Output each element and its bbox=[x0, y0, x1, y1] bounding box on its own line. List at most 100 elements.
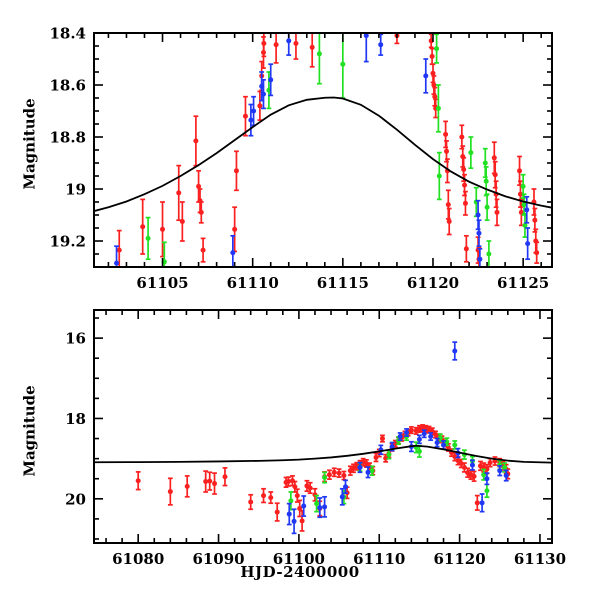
data-point bbox=[434, 46, 440, 52]
data-point bbox=[167, 489, 173, 495]
data-point bbox=[517, 168, 523, 174]
data-point bbox=[522, 222, 528, 228]
data-point bbox=[520, 183, 526, 189]
data-point bbox=[435, 105, 441, 111]
y-tick-label: 19 bbox=[65, 181, 86, 199]
x-tick-label: 61110 bbox=[227, 274, 279, 292]
x-tick-label: 61130 bbox=[514, 550, 566, 568]
data-point bbox=[477, 256, 483, 262]
data-point bbox=[203, 479, 209, 485]
data-point bbox=[524, 207, 530, 213]
data-point bbox=[416, 436, 422, 442]
data-point bbox=[487, 460, 493, 466]
data-point bbox=[268, 77, 274, 83]
bottom-panel-y-axis-label: Magnitude bbox=[20, 385, 39, 477]
data-point bbox=[341, 473, 347, 479]
data-point bbox=[140, 224, 146, 230]
x-tick-label: 61090 bbox=[192, 550, 244, 568]
data-point bbox=[503, 473, 509, 479]
data-point bbox=[135, 478, 141, 484]
data-point bbox=[114, 260, 120, 266]
data-point bbox=[452, 442, 458, 448]
data-point bbox=[268, 495, 274, 501]
data-point bbox=[532, 217, 538, 223]
series-green bbox=[288, 432, 508, 513]
data-point bbox=[494, 209, 500, 215]
data-point bbox=[517, 191, 523, 197]
y-tick-label: 18.6 bbox=[49, 77, 86, 95]
panel-frame bbox=[93, 309, 553, 544]
data-point bbox=[314, 501, 320, 507]
data-point bbox=[317, 505, 323, 511]
y-tick-label: 18 bbox=[65, 410, 86, 428]
data-point bbox=[299, 518, 305, 524]
data-point bbox=[297, 505, 303, 511]
data-point bbox=[326, 472, 332, 478]
data-point bbox=[431, 82, 437, 88]
data-point bbox=[471, 473, 477, 479]
data-point bbox=[291, 518, 297, 524]
data-point bbox=[476, 230, 482, 236]
y-tick-label: 18.4 bbox=[49, 25, 86, 43]
data-point bbox=[232, 226, 238, 232]
data-point bbox=[179, 219, 185, 224]
data-point bbox=[432, 94, 438, 100]
data-point bbox=[462, 200, 468, 206]
model-curve bbox=[94, 444, 552, 464]
data-point bbox=[336, 470, 342, 476]
data-point bbox=[222, 474, 228, 480]
data-point bbox=[461, 167, 467, 172]
data-point bbox=[428, 434, 434, 440]
data-point bbox=[469, 462, 475, 468]
data-point bbox=[184, 483, 190, 489]
data-point bbox=[484, 488, 490, 494]
model-curve bbox=[94, 96, 552, 212]
y-tick-label: 16 bbox=[65, 330, 86, 348]
data-point bbox=[408, 427, 414, 433]
data-point bbox=[436, 173, 442, 179]
data-point bbox=[248, 117, 254, 123]
x-tick-label: 61125 bbox=[497, 274, 549, 292]
data-point bbox=[257, 103, 263, 109]
data-point bbox=[475, 212, 481, 218]
data-point bbox=[482, 160, 488, 166]
data-point bbox=[386, 452, 392, 458]
data-point bbox=[285, 479, 291, 485]
data-point bbox=[196, 183, 202, 189]
data-point bbox=[486, 251, 492, 257]
data-point bbox=[160, 226, 166, 232]
data-point bbox=[389, 444, 395, 450]
data-point bbox=[288, 498, 294, 504]
data-point bbox=[233, 168, 239, 174]
data-point bbox=[468, 150, 474, 156]
data-point bbox=[474, 500, 480, 506]
series-blue bbox=[286, 341, 509, 535]
series-green bbox=[145, 33, 528, 267]
x-tick-label: 61110 bbox=[353, 550, 405, 568]
data-point bbox=[286, 511, 292, 517]
data-point bbox=[369, 468, 375, 474]
x-tick-label: 61115 bbox=[317, 274, 369, 292]
data-point bbox=[116, 247, 122, 253]
data-point bbox=[342, 484, 348, 490]
data-point bbox=[193, 138, 199, 144]
data-point bbox=[379, 436, 385, 442]
data-point bbox=[292, 484, 298, 490]
data-point bbox=[339, 494, 345, 500]
data-point bbox=[483, 178, 489, 184]
data-point bbox=[479, 500, 485, 506]
data-point bbox=[301, 503, 307, 509]
data-point bbox=[322, 475, 328, 481]
x-tick-label: 61080 bbox=[112, 550, 164, 568]
y-tick-label: 18.8 bbox=[49, 129, 86, 147]
series-blue bbox=[114, 33, 531, 267]
panel-top: 61105 61110 61115 61120 61125 18.4 18.6 18.8 19 1… bbox=[49, 25, 553, 292]
data-point bbox=[357, 464, 363, 470]
data-point bbox=[491, 155, 497, 161]
plot-area bbox=[94, 33, 552, 267]
data-point bbox=[273, 42, 279, 48]
data-point bbox=[378, 42, 384, 48]
data-point bbox=[444, 148, 450, 154]
data-point bbox=[462, 182, 468, 188]
